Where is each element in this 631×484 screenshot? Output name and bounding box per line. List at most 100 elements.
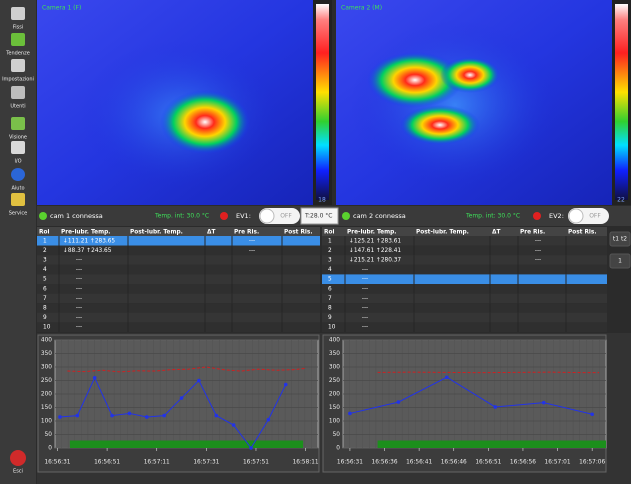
table-cell: ---: [535, 238, 541, 244]
hot-spot: [160, 90, 250, 154]
internal-temp: Temp. int: 30.0 °C: [154, 213, 209, 220]
column-header: Pre Ris.: [234, 229, 259, 235]
connection-led: [342, 212, 350, 220]
x-tick-label: 16:56:31: [337, 460, 363, 466]
table-cell: ---: [362, 277, 368, 283]
table-cell: ↓215.21 ↑280.37: [349, 257, 401, 264]
table-cell: ↓111.21 ↑283.65: [63, 237, 115, 244]
column-header: Pre-lubr. Temp.: [61, 229, 110, 235]
table-cell: ---: [76, 277, 82, 283]
table-cell: ---: [76, 315, 82, 321]
column-header: Roi: [39, 229, 49, 235]
table-cell: ---: [362, 325, 368, 331]
scale-label: 22: [617, 197, 625, 204]
table-cell: 3: [328, 258, 332, 264]
table-cell: ---: [362, 286, 368, 292]
table-cell: ---: [362, 267, 368, 273]
table-cell: 6: [328, 286, 332, 292]
sidebar: [0, 0, 36, 484]
y-tick-label: 0: [336, 446, 340, 452]
table-cell: 7: [328, 296, 332, 302]
y-tick-label: 350: [329, 351, 340, 357]
connection-text: cam 1 connessa: [50, 212, 103, 220]
table-cell: ↓88.37 ↑243.65: [63, 247, 112, 254]
table-cell: 5: [43, 277, 47, 283]
exit-icon[interactable]: [10, 450, 26, 466]
point: [76, 414, 80, 418]
hot-spot: [400, 105, 480, 145]
table-cell: ---: [76, 296, 82, 302]
column-header: Post Ris.: [284, 229, 313, 235]
menu-icon[interactable]: [11, 117, 25, 130]
y-tick-label: 250: [41, 378, 52, 384]
table-cell: 1: [43, 238, 47, 244]
x-tick-label: 16:57:01: [545, 460, 571, 466]
table-cell: 10: [328, 325, 336, 331]
table-cell: 8: [43, 306, 47, 312]
color-scale: [316, 4, 329, 200]
y-tick-label: 300: [329, 365, 340, 371]
menu-icon[interactable]: [11, 141, 25, 154]
column-header: Roi: [324, 229, 334, 235]
y-tick-label: 0: [48, 446, 52, 452]
toggle-text: OFF: [589, 213, 601, 220]
y-tick-label: 300: [41, 365, 52, 371]
point: [542, 401, 546, 405]
x-tick-label: 16:56:41: [406, 460, 432, 466]
connection-led: [39, 212, 47, 220]
column-header: Post Ris.: [568, 229, 597, 235]
table-cell: ---: [362, 296, 368, 302]
table-cell: 2: [328, 248, 332, 254]
x-tick-label: 16:58:11: [293, 460, 319, 466]
x-tick-label: 16:57:31: [193, 460, 219, 466]
ev-label: EV2:: [549, 212, 564, 220]
heat-zone: [350, 20, 560, 190]
table-cell: 9: [328, 315, 332, 321]
y-tick-label: 150: [329, 405, 340, 411]
y-tick-label: 200: [41, 392, 52, 398]
menu-icon[interactable]: [11, 86, 25, 99]
y-tick-label: 50: [45, 432, 53, 438]
toggle-knob[interactable]: [260, 209, 274, 223]
internal-temp: Temp. int: 30.0 °C: [465, 213, 520, 220]
x-tick-label: 16:56:36: [372, 460, 398, 466]
menu-icon[interactable]: [11, 193, 25, 206]
point: [145, 415, 149, 419]
menu-icon[interactable]: [11, 7, 25, 20]
table-cell: 3: [43, 258, 47, 264]
point: [93, 376, 97, 380]
menu-icon[interactable]: [11, 59, 25, 72]
table-cell: 1: [328, 238, 332, 244]
table-cell: ---: [249, 238, 255, 244]
table-cell: ---: [535, 258, 541, 264]
side-button-text: t1 t2: [613, 236, 627, 243]
y-tick-label: 400: [41, 338, 52, 344]
table-cell: 7: [43, 296, 47, 302]
table-cell: ↓125.21 ↑283.61: [349, 237, 401, 244]
x-tick-label: 16:56:56: [510, 460, 536, 466]
point: [58, 415, 62, 419]
y-tick-label: 50: [333, 432, 341, 438]
menu-icon[interactable]: [11, 33, 25, 46]
point: [128, 412, 132, 416]
y-tick-label: 200: [329, 392, 340, 398]
color-scale: [615, 4, 628, 200]
column-header: Pre-lubr. Temp.: [347, 229, 396, 235]
alarm-led: [220, 212, 228, 220]
point: [348, 412, 352, 416]
x-tick-label: 16:57:51: [243, 460, 269, 466]
table-cell: 5: [328, 277, 332, 283]
table-cell: 6: [43, 286, 47, 292]
point: [590, 412, 594, 416]
table-cell: ---: [76, 325, 82, 331]
menu-label: Tendenze: [5, 51, 30, 57]
menu-icon[interactable]: [11, 168, 25, 181]
camera-label: Camera 1 (F): [42, 5, 81, 12]
side-button-text: 1: [618, 258, 622, 265]
table-cell: ↓147.61 ↑228.41: [349, 247, 401, 254]
area: [70, 440, 303, 448]
point: [397, 400, 401, 404]
column-header: ΔT: [492, 229, 500, 235]
toggle-knob[interactable]: [569, 209, 583, 223]
